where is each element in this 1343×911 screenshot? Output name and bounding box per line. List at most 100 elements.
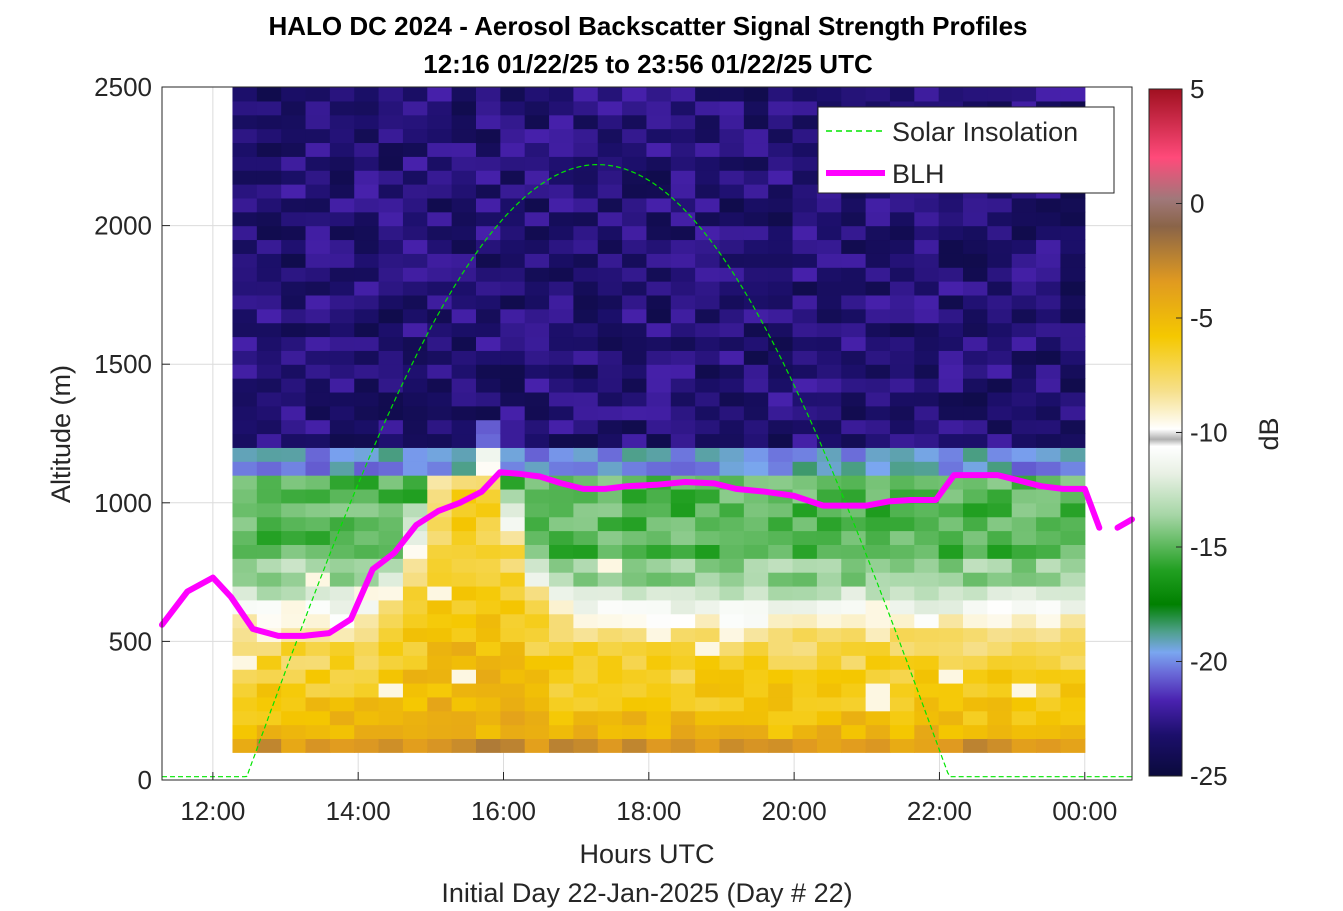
heatmap-cell	[305, 350, 331, 365]
heatmap-cell	[938, 281, 964, 296]
heatmap-cell	[1060, 267, 1086, 282]
heatmap-cell	[524, 433, 550, 448]
heatmap-cell	[451, 156, 477, 171]
heatmap-cell	[427, 530, 453, 545]
heatmap-cell	[256, 87, 282, 102]
heatmap-cell	[427, 142, 453, 157]
heatmap-cell	[889, 613, 915, 629]
heatmap-cell	[963, 239, 988, 254]
heatmap-cell	[1011, 461, 1037, 476]
heatmap-cell	[524, 516, 550, 532]
heatmap-cell	[500, 322, 526, 338]
heatmap-cell	[402, 391, 428, 407]
heatmap-cell	[743, 682, 769, 698]
heatmap-cell	[963, 475, 988, 490]
heatmap-cell	[622, 391, 648, 407]
heatmap-cell	[670, 225, 696, 241]
heatmap-cell	[622, 281, 648, 296]
heatmap-cell	[1036, 655, 1062, 670]
heatmap-cell	[1011, 696, 1037, 712]
heatmap-cell	[573, 558, 599, 573]
heatmap-cell	[305, 336, 331, 351]
heatmap-cell	[597, 322, 623, 338]
heatmap-cell	[402, 142, 428, 157]
heatmap-cell	[475, 405, 501, 421]
heatmap-cell	[475, 281, 501, 296]
heatmap-cell	[865, 613, 891, 629]
heatmap-cell	[597, 378, 623, 393]
heatmap-cell	[816, 308, 842, 324]
heatmap-cell	[524, 682, 550, 698]
heatmap-cell	[719, 488, 745, 504]
heatmap-cell	[889, 378, 915, 393]
heatmap-cell	[378, 461, 404, 476]
heatmap-cell	[402, 599, 428, 615]
heatmap-cell	[329, 211, 355, 227]
heatmap-cell	[256, 378, 282, 393]
heatmap-cell	[305, 364, 331, 379]
heatmap-cell	[622, 253, 648, 268]
heatmap-cell	[329, 114, 355, 130]
heatmap-cell	[719, 405, 745, 421]
heatmap-cell	[549, 724, 574, 740]
heatmap-cell	[719, 114, 745, 130]
heatmap-cell	[475, 350, 501, 365]
heatmap-cell	[500, 225, 526, 241]
heatmap-cell	[378, 225, 404, 241]
heatmap-cell	[597, 336, 623, 351]
heatmap-cell	[914, 710, 940, 726]
heatmap-cell	[670, 211, 696, 227]
heatmap-cell	[987, 641, 1013, 656]
heatmap-cell	[281, 516, 307, 532]
heatmap-cell	[305, 211, 331, 227]
heatmap-cell	[865, 350, 891, 365]
heatmap-cell	[573, 87, 599, 102]
heatmap-cell	[451, 405, 477, 421]
heatmap-cell	[378, 294, 404, 310]
heatmap-cell	[792, 544, 818, 559]
heatmap-cell	[549, 488, 574, 504]
y-tick-label: 0	[138, 765, 152, 795]
heatmap-cell	[719, 156, 745, 171]
heatmap-cell	[816, 281, 842, 296]
heatmap-cell	[719, 724, 745, 740]
heatmap-cell	[816, 350, 842, 365]
heatmap-cell	[500, 696, 526, 712]
heatmap-cell	[597, 558, 623, 573]
heatmap-cell	[938, 294, 964, 310]
heatmap-cell	[865, 585, 891, 601]
heatmap-cell	[354, 530, 380, 545]
heatmap-cell	[281, 170, 307, 185]
heatmap-cell	[768, 281, 794, 296]
heatmap-cell	[549, 239, 574, 254]
heatmap-cell	[256, 128, 282, 144]
heatmap-cell	[475, 516, 501, 532]
heatmap-cell	[573, 655, 599, 670]
heatmap-cell	[305, 641, 331, 656]
heatmap-cell	[695, 322, 721, 338]
heatmap-cell	[281, 142, 307, 157]
heatmap-cell	[1011, 405, 1037, 421]
heatmap-cell	[914, 197, 940, 213]
heatmap-cell	[1011, 599, 1037, 615]
heatmap-cell	[597, 225, 623, 241]
heatmap-cell	[792, 87, 818, 102]
heatmap-cell	[305, 100, 331, 116]
heatmap-cell	[232, 364, 258, 379]
heatmap-cell	[305, 544, 331, 559]
heatmap-cell	[256, 419, 282, 435]
heatmap-cell	[1011, 433, 1037, 448]
heatmap-cell	[938, 585, 964, 601]
heatmap-cell	[573, 211, 599, 227]
heatmap-cell	[646, 613, 672, 629]
heatmap-cell	[865, 572, 891, 587]
heatmap-cell	[719, 655, 745, 670]
heatmap-cell	[524, 572, 550, 587]
heatmap-cell	[329, 294, 355, 310]
heatmap-cell	[695, 128, 721, 144]
heatmap-cell	[475, 87, 501, 102]
heatmap-cell	[841, 530, 867, 545]
heatmap-cell	[305, 281, 331, 296]
heatmap-cell	[500, 128, 526, 144]
heatmap-cell	[670, 100, 696, 116]
